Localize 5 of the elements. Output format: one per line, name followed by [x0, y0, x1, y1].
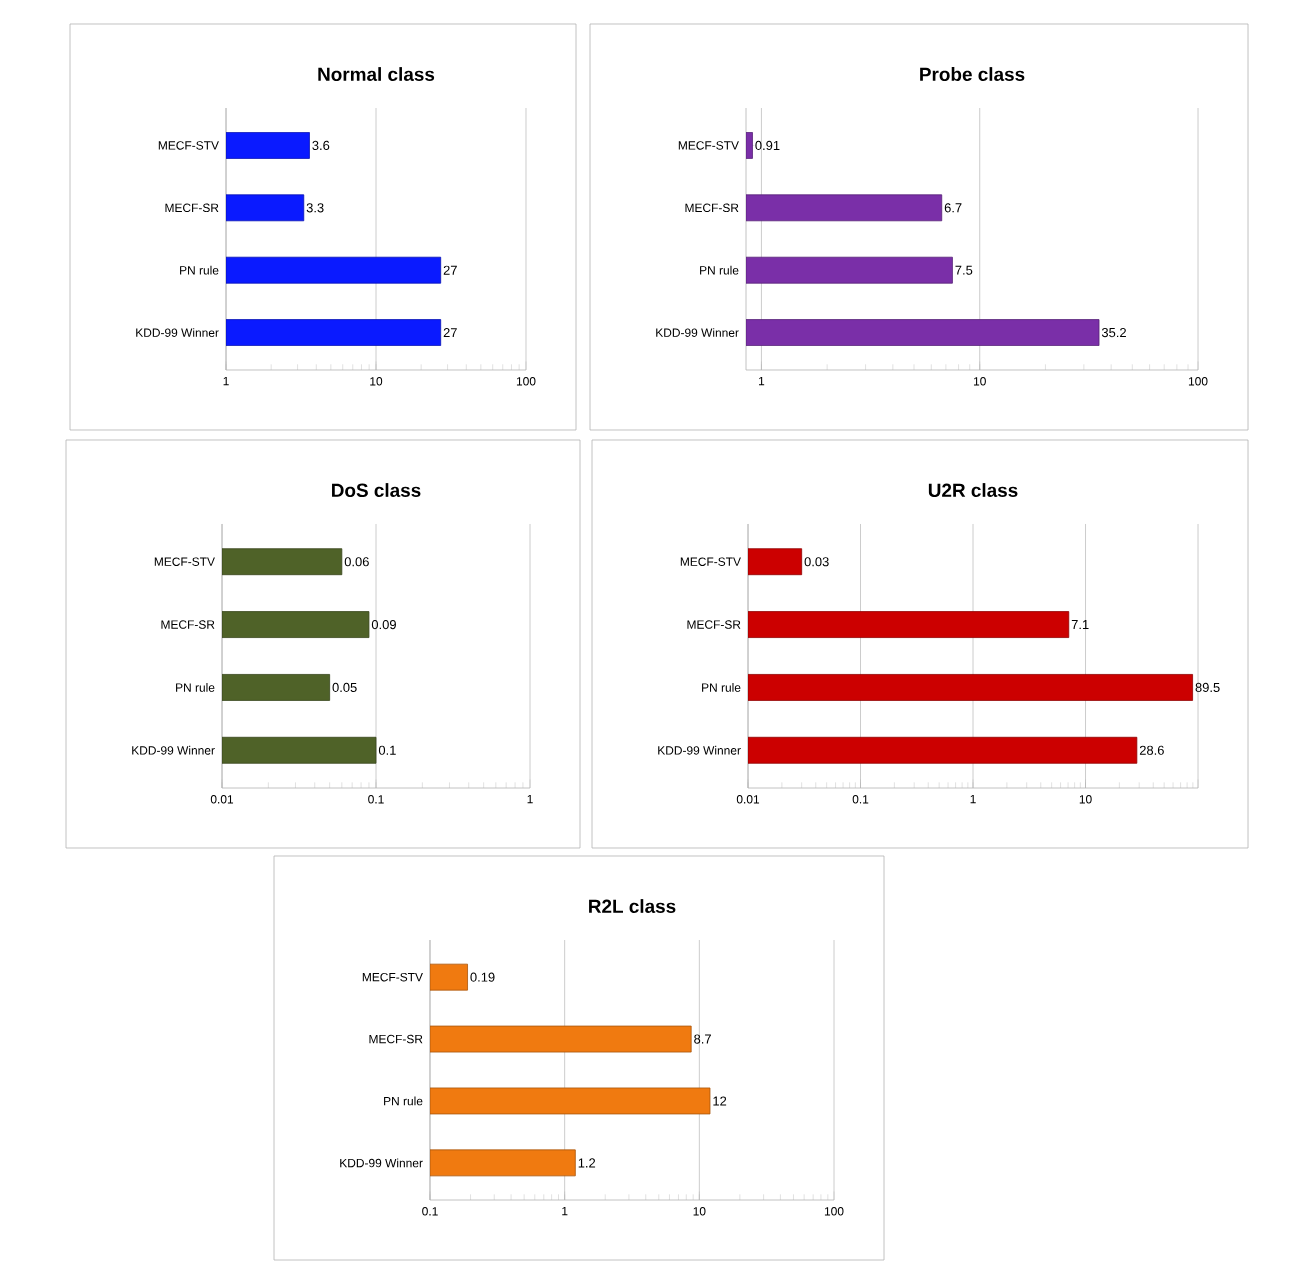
- chart-title: Probe class: [920, 67, 1025, 82]
- chart-title: DoS class: [332, 483, 421, 498]
- chart-title: R2L class: [589, 899, 676, 914]
- chart-title: U2R class: [928, 483, 1018, 498]
- chart-title: Normal class: [318, 67, 435, 82]
